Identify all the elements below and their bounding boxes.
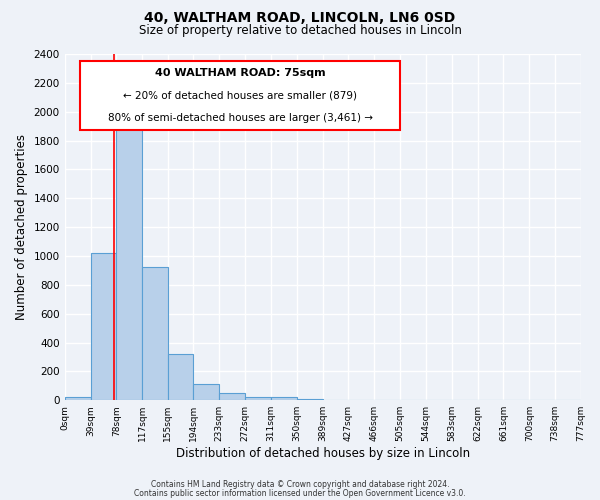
Bar xyxy=(245,396,271,400)
FancyBboxPatch shape xyxy=(80,61,400,130)
Bar xyxy=(65,396,91,400)
X-axis label: Distribution of detached houses by size in Lincoln: Distribution of detached houses by size … xyxy=(176,447,470,460)
Text: 40, WALTHAM ROAD, LINCOLN, LN6 0SD: 40, WALTHAM ROAD, LINCOLN, LN6 0SD xyxy=(145,11,455,25)
Bar xyxy=(116,124,142,400)
Text: ← 20% of detached houses are smaller (879): ← 20% of detached houses are smaller (87… xyxy=(123,90,357,101)
Text: 80% of semi-detached houses are larger (3,461) →: 80% of semi-detached houses are larger (… xyxy=(107,112,373,122)
Bar xyxy=(91,253,116,400)
Text: Size of property relative to detached houses in Lincoln: Size of property relative to detached ho… xyxy=(139,24,461,37)
Bar xyxy=(142,268,167,400)
Y-axis label: Number of detached properties: Number of detached properties xyxy=(15,134,28,320)
Bar xyxy=(193,384,220,400)
Text: 40 WALTHAM ROAD: 75sqm: 40 WALTHAM ROAD: 75sqm xyxy=(155,68,325,78)
Bar xyxy=(271,398,297,400)
Bar xyxy=(167,354,193,400)
Text: Contains public sector information licensed under the Open Government Licence v3: Contains public sector information licen… xyxy=(134,488,466,498)
Text: Contains HM Land Registry data © Crown copyright and database right 2024.: Contains HM Land Registry data © Crown c… xyxy=(151,480,449,489)
Bar xyxy=(220,393,245,400)
